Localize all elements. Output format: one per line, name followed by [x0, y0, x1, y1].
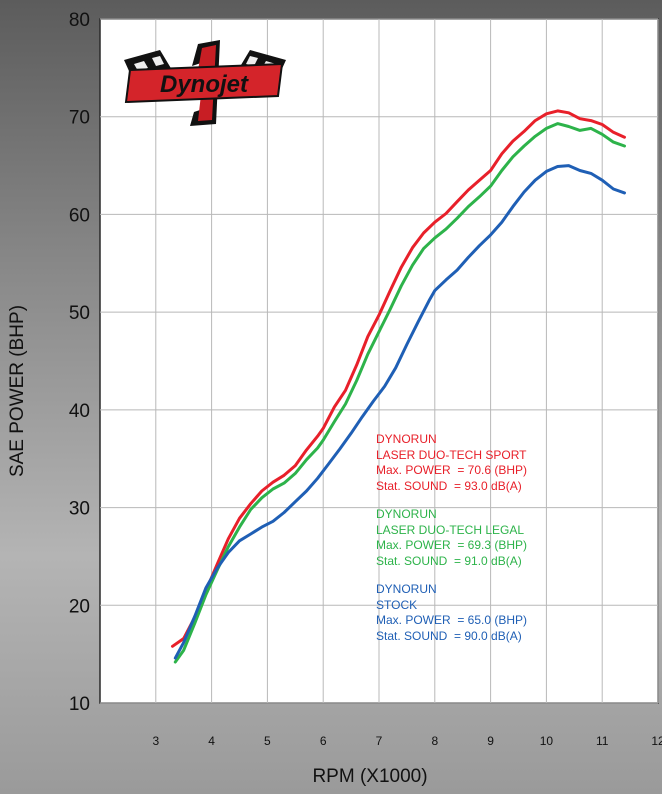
legend-line: DYNORUN	[376, 582, 437, 596]
x-tick-label: 11	[596, 734, 609, 748]
legend-line: LASER DUO-TECH LEGAL	[376, 522, 525, 537]
y-tick-label: 80	[69, 10, 90, 31]
series-line-stock	[173, 164, 626, 660]
legend-group: DYNORUN STOCK Max. POWER = 65.0 (BHP) Stat.…	[376, 582, 606, 644]
y-tick-label: 60	[69, 205, 90, 226]
legend: DYNORUN LASER DUO-TECH SPORT Max. POWER = …	[376, 432, 606, 657]
series-line-laser-duo-tech-legal	[173, 122, 626, 664]
x-tick-labels: 3 4 5 6 7 8 9 10 11 12	[152, 734, 662, 748]
x-tick-label: 5	[264, 734, 271, 748]
x-tick-label: 6	[320, 734, 327, 748]
series-lines	[171, 109, 626, 664]
legend-line: Max. POWER = 70.6 (BHP)	[376, 463, 528, 477]
y-axis-label: SAE POWER (BHP)	[7, 304, 28, 478]
x-tick-label: 4	[208, 734, 215, 748]
legend-line: Max. POWER = 69.3 (BHP)	[376, 538, 528, 552]
legend-group: DYNORUN LASER DUO-TECH SPORT Max. POWER = …	[376, 432, 606, 494]
logo-wordmark: Dynojet	[160, 71, 249, 98]
legend-group: DYNORUN LASER DUO-TECH LEGAL Max. POWER = …	[376, 507, 606, 569]
x-tick-label: 12	[651, 734, 662, 748]
x-tick-label: 3	[152, 734, 159, 748]
legend-line: Stat. SOUND = 91.0 dB(A)	[376, 553, 522, 568]
y-tick-label: 50	[69, 303, 90, 324]
dynojet-logo: Dynojet	[124, 40, 286, 126]
x-tick-label: 7	[376, 734, 383, 748]
y-tick-label: 10	[69, 694, 90, 715]
y-tick-labels: 10 20 30 40 50 60 70 80	[69, 10, 90, 715]
x-tick-label: 8	[431, 734, 438, 748]
y-tick-label: 70	[69, 108, 90, 129]
x-tick-label: 10	[540, 734, 554, 748]
legend-line: Max. POWER = 65.0 (BHP)	[376, 613, 528, 627]
y-tick-label: 20	[69, 596, 90, 617]
legend-line: STOCK	[376, 597, 418, 612]
legend-line: Stat. SOUND = 90.0 dB(A)	[376, 628, 522, 643]
legend-line: DYNORUN	[376, 432, 437, 446]
legend-line: Stat. SOUND = 93.0 dB(A)	[376, 478, 522, 493]
legend-line: LASER DUO-TECH SPORT	[376, 447, 527, 462]
y-tick-label: 30	[69, 499, 90, 520]
legend-line: DYNORUN	[376, 507, 437, 521]
y-tick-label: 40	[69, 401, 90, 422]
x-tick-label: 9	[487, 734, 494, 748]
series-line-laser-duo-tech-sport	[171, 109, 626, 648]
x-axis-label: RPM (X1000)	[312, 766, 428, 787]
